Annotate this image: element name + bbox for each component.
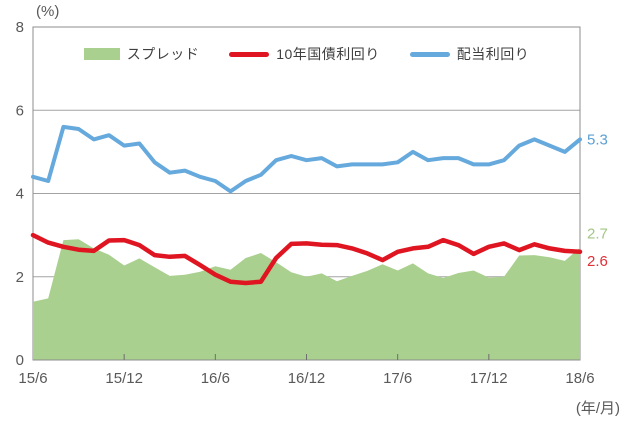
- x-axis-label-18/6: 18/6: [565, 370, 594, 387]
- bond-yield-line-swatch-icon: [229, 51, 270, 57]
- y-axis-label-4: 4: [16, 186, 24, 203]
- x-axis-label-17/6: 17/6: [383, 370, 412, 387]
- x-axis-label-15/6: 15/6: [18, 370, 47, 387]
- end-value-label-5.3: 5.3: [587, 131, 608, 148]
- end-value-label-2.6: 2.6: [587, 253, 608, 270]
- x-axis-label-16/6: 16/6: [201, 370, 230, 387]
- spread-area: [33, 239, 580, 360]
- bond-yield-line: [30, 232, 583, 286]
- end-value-label-2.7: 2.7: [587, 226, 608, 243]
- x-axis-label-16/12: 16/12: [288, 370, 326, 387]
- legend-label-bond-yield: 10年国債利回り: [276, 46, 380, 62]
- x-axis-unit-label: (年/月): [575, 400, 620, 417]
- dividend-yield-line: [31, 124, 582, 194]
- legend-label-spread: スプレッド: [126, 46, 200, 62]
- legend-label-dividend-yield: 配当利回り: [456, 46, 530, 62]
- legend-item-bond-yield: 10年国債利回り: [229, 44, 380, 64]
- x-axis-label-17/12: 17/12: [470, 370, 508, 387]
- spread-area-swatch-icon: [83, 48, 120, 60]
- y-axis-unit-label: (%): [36, 3, 60, 20]
- legend-item-dividend-yield: 配当利回り: [409, 44, 530, 64]
- chart-legend: スプレッド 10年国債利回り 配当利回り: [33, 44, 580, 64]
- y-axis-label-0: 0: [16, 352, 24, 369]
- y-axis-label-2: 2: [16, 269, 24, 286]
- dividend-yield-line-swatch-icon: [409, 51, 450, 57]
- y-axis-label-8: 8: [16, 19, 24, 36]
- y-axis-label-6: 6: [16, 102, 24, 119]
- legend-item-spread: スプレッド: [83, 44, 200, 64]
- x-axis-label-15/12: 15/12: [105, 370, 143, 387]
